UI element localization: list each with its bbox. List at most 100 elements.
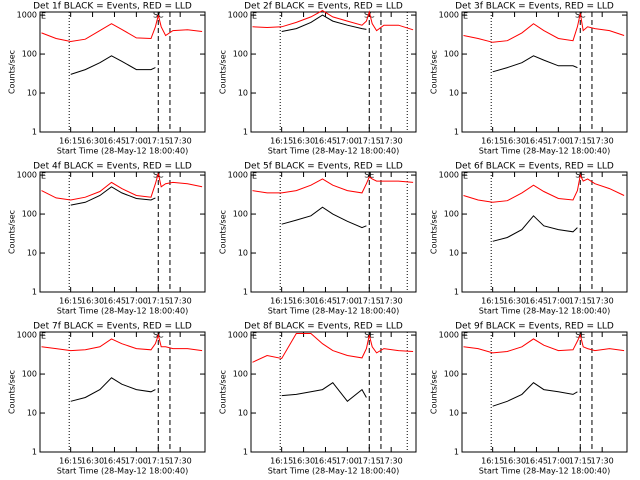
x-tick-label: 16:45 <box>314 137 337 146</box>
y-axis-label: Counts/sec <box>219 370 228 414</box>
y-tick-label: 1000 <box>439 11 459 20</box>
plot-frame <box>250 331 417 453</box>
y-tick-label: 100 <box>22 370 37 379</box>
y-tick-label: 10 <box>27 409 37 418</box>
data-line <box>70 55 156 75</box>
x-axis-label: Start Time (28-May-12 18:00:40) <box>57 467 188 476</box>
flag-label: E <box>41 172 46 181</box>
chart-title: Det 7f BLACK = Events, RED = LLD <box>33 322 192 332</box>
marker-label: SC <box>364 11 375 20</box>
chart-title: Det 2f BLACK = Events, RED = LLD <box>244 2 403 12</box>
x-tick-label: 16:45 <box>314 297 337 306</box>
x-tick-label: 17:30 <box>380 297 403 306</box>
y-axis-label: Counts/sec <box>219 50 228 94</box>
y-tick-label: 1000 <box>439 171 459 180</box>
y-tick-label: 100 <box>22 50 37 59</box>
data-line <box>41 173 203 201</box>
data-line <box>492 382 578 407</box>
y-tick-label: 100 <box>444 50 459 59</box>
data-line <box>492 215 578 242</box>
y-axis-label: Counts/sec <box>430 50 439 94</box>
x-tick-label: 16:30 <box>81 457 104 466</box>
x-axis-label: Start Time (28-May-12 18:00:40) <box>57 147 188 156</box>
x-tick-label: 16:30 <box>81 297 104 306</box>
x-tick-label: 17:00 <box>336 137 359 146</box>
y-tick-label: 100 <box>444 210 459 219</box>
flag-label: E <box>252 172 257 181</box>
x-tick-label: 17:30 <box>380 137 403 146</box>
data-line <box>492 55 578 73</box>
x-axis-label: Start Time (28-May-12 18:00:40) <box>479 147 610 156</box>
x-tick-label: 16:30 <box>503 457 526 466</box>
x-tick-label: 17:00 <box>125 137 148 146</box>
chart-title: Det 6f BLACK = Events, RED = LLD <box>455 162 614 172</box>
x-tick-label: 17:15 <box>569 137 592 146</box>
x-tick-label: 17:00 <box>336 457 359 466</box>
x-tick-label: 17:15 <box>358 137 381 146</box>
y-tick-label: 100 <box>233 210 248 219</box>
data-line <box>41 333 203 352</box>
y-tick-label: 1000 <box>228 171 248 180</box>
y-axis-label: Counts/sec <box>430 370 439 414</box>
y-tick-label: 10 <box>238 89 248 98</box>
flag-label: E <box>463 332 468 341</box>
chart-title: Det 3f BLACK = Events, RED = LLD <box>455 2 614 12</box>
data-line <box>463 333 625 354</box>
y-tick-label: 100 <box>233 370 248 379</box>
chart-title: Det 5f BLACK = Events, RED = LLD <box>244 162 403 172</box>
plot-frame <box>461 171 628 293</box>
x-tick-label: 16:15 <box>481 457 504 466</box>
chart-title: Det 9f BLACK = Events, RED = LLD <box>455 322 614 332</box>
x-axis-label: Start Time (28-May-12 18:00:40) <box>479 467 610 476</box>
x-tick-label: 17:30 <box>591 137 614 146</box>
x-tick-label: 17:30 <box>591 457 614 466</box>
x-tick-label: 17:15 <box>358 297 381 306</box>
x-axis-label: Start Time (28-May-12 18:00:40) <box>268 307 399 316</box>
data-line <box>281 382 367 403</box>
x-tick-label: 16:15 <box>59 297 82 306</box>
x-tick-label: 17:00 <box>547 297 570 306</box>
data-line <box>463 173 625 203</box>
x-tick-label: 17:15 <box>147 457 170 466</box>
flag-label: E <box>463 172 468 181</box>
y-axis-label: Counts/sec <box>8 210 17 254</box>
y-tick-label: 1 <box>454 448 459 457</box>
y-tick-label: 1 <box>32 448 37 457</box>
y-tick-label: 1 <box>32 288 37 297</box>
x-tick-label: 17:15 <box>569 297 592 306</box>
x-tick-label: 17:15 <box>147 137 170 146</box>
y-tick-label: 100 <box>444 370 459 379</box>
y-tick-label: 10 <box>449 249 459 258</box>
x-tick-label: 16:45 <box>525 297 548 306</box>
x-tick-label: 17:00 <box>547 137 570 146</box>
flag-label: E <box>252 332 257 341</box>
x-tick-label: 16:30 <box>503 137 526 146</box>
data-line <box>252 176 414 194</box>
x-tick-label: 16:45 <box>103 297 126 306</box>
x-tick-label: 16:45 <box>314 457 337 466</box>
flag-label: E <box>41 332 46 341</box>
plot-frame <box>39 331 206 453</box>
x-tick-label: 17:00 <box>125 297 148 306</box>
data-line <box>70 186 156 206</box>
x-tick-label: 17:00 <box>125 457 148 466</box>
x-tick-label: 16:15 <box>59 137 82 146</box>
flag-label: E <box>41 12 46 21</box>
y-tick-label: 10 <box>238 409 248 418</box>
y-axis-label: Counts/sec <box>8 370 17 414</box>
y-tick-label: 1 <box>243 448 248 457</box>
y-tick-label: 10 <box>27 89 37 98</box>
y-tick-label: 1 <box>243 128 248 137</box>
flag-label: E <box>463 12 468 21</box>
y-axis-label: Counts/sec <box>430 210 439 254</box>
x-tick-label: 16:15 <box>59 457 82 466</box>
data-line <box>281 14 367 32</box>
x-tick-label: 17:15 <box>569 457 592 466</box>
x-tick-label: 17:30 <box>169 297 192 306</box>
data-line <box>281 206 367 229</box>
y-tick-label: 1000 <box>17 171 37 180</box>
x-tick-label: 16:30 <box>292 457 315 466</box>
x-axis-label: Start Time (28-May-12 18:00:40) <box>57 307 188 316</box>
y-tick-label: 1000 <box>228 11 248 20</box>
